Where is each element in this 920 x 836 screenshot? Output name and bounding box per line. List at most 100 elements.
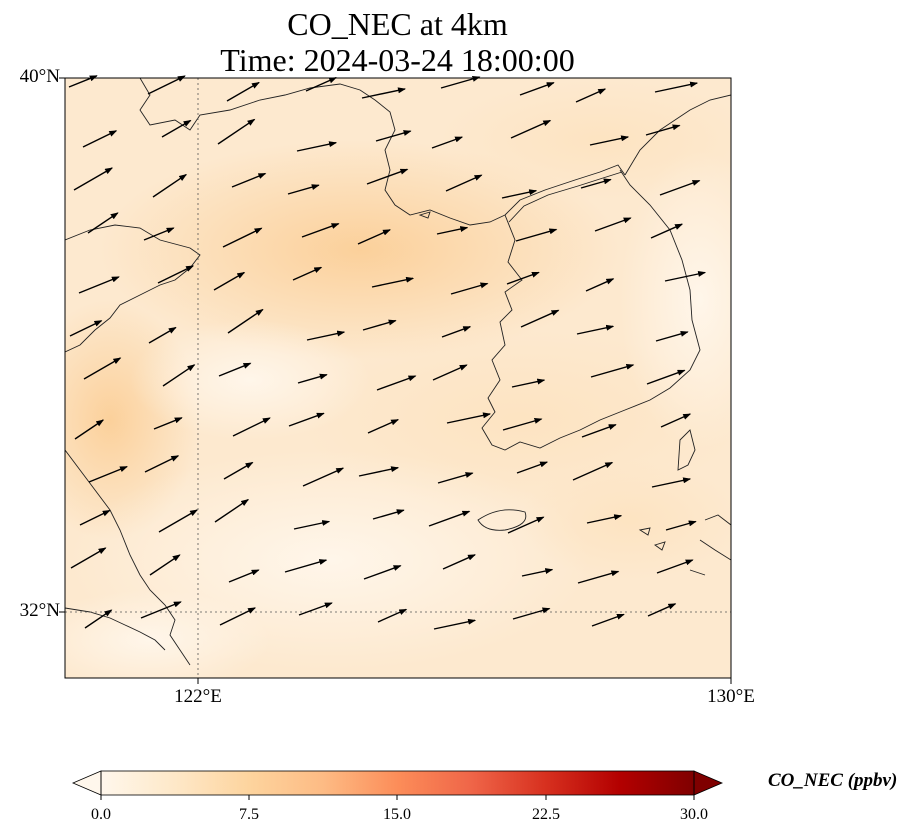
- wind-arrow: [446, 412, 491, 424]
- wind-arrow: [589, 135, 630, 146]
- wind-arrow: [521, 568, 554, 577]
- wind-arrow: [161, 119, 192, 138]
- wind-arrow: [84, 609, 113, 629]
- wind-arrow: [366, 168, 409, 185]
- wind-arrow: [591, 613, 625, 627]
- colorbar-title: CO_NEC (ppbv): [768, 770, 898, 791]
- wind-arrow: [585, 278, 615, 292]
- wind-arrow: [284, 559, 328, 573]
- wind-arrow: [433, 618, 477, 630]
- colorbar-tick-label: 7.5: [239, 806, 259, 823]
- wind-arrow: [647, 603, 677, 617]
- wind-arrow: [298, 602, 333, 616]
- wind-arrow: [296, 141, 338, 152]
- wind-arrow: [70, 547, 107, 569]
- wind-arrow: [363, 565, 402, 580]
- wind-arrow: [218, 362, 252, 377]
- wind-arrow: [664, 271, 707, 282]
- wind-arrow: [87, 212, 119, 234]
- wind-arrow: [140, 601, 182, 619]
- concentration-field: [65, 78, 731, 678]
- wind-arrow: [440, 76, 481, 89]
- wind-arrow: [149, 554, 181, 576]
- wind-arrow: [507, 516, 545, 534]
- colorbar-tick-label: 30.0: [680, 806, 708, 823]
- lon-label-130e: 130°E: [707, 686, 755, 707]
- wind-arrow: [357, 229, 391, 245]
- gridlines: [65, 78, 731, 678]
- wind-arrow: [143, 227, 175, 241]
- colorbar: [71, 770, 724, 800]
- chart-title: CO_NEC at 4km: [287, 6, 508, 42]
- wind-arrow: [152, 174, 188, 198]
- wind-arrow: [577, 570, 620, 584]
- wind-arrow: [502, 418, 543, 431]
- wind-arrow: [431, 136, 464, 149]
- colorbar-max-extend: [693, 770, 724, 796]
- wind-arrow: [297, 373, 328, 384]
- wind-arrow: [361, 87, 406, 99]
- axis-ticks: [59, 77, 732, 684]
- wind-arrow: [301, 223, 340, 238]
- wind-arrow: [654, 81, 699, 93]
- wind-arrow: [79, 509, 111, 526]
- wind-arrow: [74, 419, 105, 440]
- wind-arrow: [213, 271, 246, 291]
- wind-arrow: [645, 124, 681, 136]
- wind-arrow: [375, 130, 412, 142]
- wind-arrow: [520, 309, 560, 328]
- wind-arrow: [371, 276, 415, 288]
- wind-arrow: [511, 378, 546, 388]
- wind-arrow: [659, 179, 701, 196]
- wind-arrow: [158, 509, 198, 533]
- wind-arrow: [437, 472, 474, 484]
- wind-arrow: [293, 520, 331, 530]
- wind-arrow: [650, 223, 684, 239]
- wind-arrow: [655, 330, 689, 342]
- colorbar-tick-label: 0.0: [91, 806, 111, 823]
- wind-arrow: [428, 510, 471, 527]
- wind-arrow: [302, 467, 345, 487]
- wind-arrow: [82, 130, 118, 148]
- wind-arrow: [656, 559, 694, 574]
- wind-arrow: [665, 520, 697, 531]
- wind-arrow: [572, 461, 614, 481]
- wind-arrow: [227, 308, 264, 334]
- wind-arrow: [88, 465, 128, 483]
- wind-arrow: [226, 81, 260, 102]
- wind-arrow: [157, 265, 194, 284]
- wind-arrow: [515, 228, 558, 242]
- wind-arrow: [651, 477, 692, 488]
- wind-arrow: [581, 424, 617, 438]
- wind-arrow: [78, 276, 120, 294]
- wind-arrow: [358, 466, 400, 477]
- wind-arrow: [519, 82, 555, 96]
- colorbar-min-extend: [71, 770, 102, 796]
- wind-arrow: [305, 76, 338, 92]
- wind-arrow: [217, 118, 256, 145]
- lat-label-32n: 32°N: [19, 600, 60, 621]
- wind-arrow: [362, 319, 397, 331]
- wind-arrow: [222, 227, 263, 248]
- wind-vectors: [68, 75, 707, 630]
- wind-arrow: [501, 189, 538, 199]
- wind-arrow: [506, 271, 540, 285]
- wind-arrow: [228, 569, 260, 583]
- wind-arrow: [148, 326, 177, 344]
- wind-arrow: [288, 412, 325, 427]
- wind-arrow: [214, 499, 250, 523]
- wind-arrow: [660, 413, 692, 428]
- wind-arrow: [162, 364, 196, 387]
- lat-label-40n: 40°N: [19, 66, 60, 87]
- wind-arrow: [153, 417, 183, 430]
- lon-label-122e: 122°E: [174, 686, 222, 707]
- wind-arrow: [306, 330, 346, 341]
- wind-arrow: [292, 266, 323, 281]
- wind-arrow: [147, 75, 186, 95]
- wind-arrow: [432, 364, 468, 381]
- wind-arrow: [376, 375, 417, 391]
- wind-arrow: [450, 282, 489, 295]
- colorbar-tick-label: 15.0: [383, 806, 411, 823]
- wind-arrow: [646, 369, 686, 385]
